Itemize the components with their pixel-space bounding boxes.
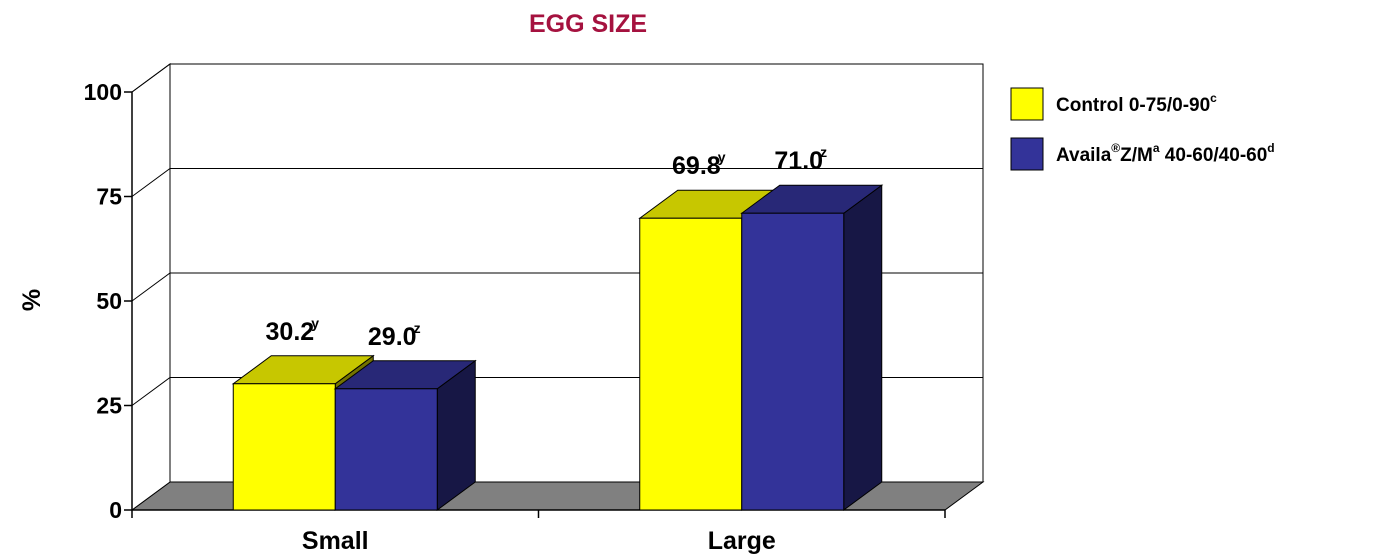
bar <box>741 212 845 511</box>
bars <box>231 184 884 511</box>
y-tick-label: 25 <box>96 393 122 419</box>
data-label: 29.0z <box>368 320 421 351</box>
y-axis-label: % <box>18 289 46 311</box>
gridline <box>131 168 983 197</box>
y-tick-label: 100 <box>84 79 122 105</box>
y-tick-label: 75 <box>96 184 122 210</box>
legend-swatch-control <box>1010 87 1044 121</box>
chart-title: EGG SIZE <box>529 10 647 38</box>
data-label: 69.8y <box>672 149 726 180</box>
bar-side <box>843 184 883 511</box>
gridline <box>131 63 983 93</box>
data-label: 30.2y <box>266 315 320 346</box>
x-category-label: Large <box>708 527 776 555</box>
x-category-labels: Small Large <box>302 527 776 555</box>
legend: Control 0-75/0-90c Availa®Z/Ma 40-60/40-… <box>1010 87 1275 171</box>
legend-label-control: Control 0-75/0-90c <box>1056 91 1217 116</box>
legend-label-availa: Availa®Z/Ma 40-60/40-60d <box>1056 141 1275 166</box>
x-category-label: Small <box>302 527 369 555</box>
data-label: 71.0z <box>774 144 827 175</box>
data-labels: 30.2y 29.0z 69.8y 71.0z <box>266 144 828 351</box>
legend-swatch-availa <box>1010 137 1044 171</box>
bar <box>232 383 336 511</box>
bar <box>639 217 743 511</box>
bar <box>334 388 438 511</box>
y-tick-label: 0 <box>109 497 122 523</box>
y-tick-label: 50 <box>96 288 122 314</box>
y-ticks: 0 25 50 75 100 <box>84 79 132 523</box>
